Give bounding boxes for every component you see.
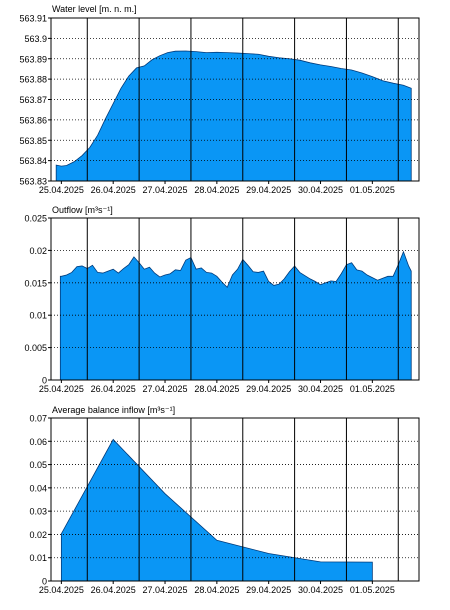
- inflow-xtick-label: 01.05.2025: [350, 585, 395, 595]
- water-level-xtick-label: 30.04.2025: [298, 185, 343, 195]
- outflow-xtick-label: 27.04.2025: [143, 384, 188, 394]
- outflow-ytick-label: 0.005: [24, 343, 47, 353]
- inflow-xtick-label: 30.04.2025: [298, 585, 343, 595]
- inflow-ytick-label: 0.01: [29, 553, 47, 563]
- outflow-xtick-label: 01.05.2025: [350, 384, 395, 394]
- water-level-xtick-label: 29.04.2025: [246, 185, 291, 195]
- outflow-xtick-label: 29.04.2025: [246, 384, 291, 394]
- outflow-xtick-label: 25.04.2025: [39, 384, 84, 394]
- outflow-ytick-label: 0: [42, 376, 47, 386]
- outflow-area: [59, 250, 412, 381]
- outflow-ytick-label: 0.025: [24, 214, 47, 224]
- water-level-ytick-label: 563.86: [19, 115, 47, 125]
- water-level-area: [55, 50, 412, 182]
- outflow-xtick-label: 30.04.2025: [298, 384, 343, 394]
- outflow-frame: [50, 217, 420, 381]
- water-level-ytick-label: 563.83: [19, 177, 47, 187]
- water-level-ytick-label: 563.88: [19, 75, 47, 85]
- outflow-title: Outflow [m³s⁻¹]: [52, 205, 113, 215]
- water-level-xtick-label: 25.04.2025: [39, 185, 84, 195]
- water-level-ytick-label: 563.89: [19, 54, 47, 64]
- water-level-xtick-label: 28.04.2025: [194, 185, 239, 195]
- inflow-area: [60, 438, 373, 582]
- water-level-ytick-label: 563.84: [19, 156, 47, 166]
- outflow-ytick-label: 0.01: [29, 311, 47, 321]
- water-level-panel: Water level [m. n. m.] 563.91 563.9 563.89…: [19, 4, 420, 195]
- water-level-xtick-label: 01.05.2025: [350, 185, 395, 195]
- water-level-ytick-label: 563.87: [19, 95, 47, 105]
- outflow-panel: Outflow [m³s⁻¹] 0.025 0.02 0.015 0.01 0.005 0…: [24, 205, 420, 394]
- water-level-ytick-label: 563.85: [19, 136, 47, 146]
- water-level-title: Water level [m. n. m.]: [52, 4, 137, 14]
- water-level-xtick-label: 26.04.2025: [91, 185, 136, 195]
- outflow-xtick-label: 28.04.2025: [194, 384, 239, 394]
- inflow-xtick-label: 29.04.2025: [246, 585, 291, 595]
- inflow-ytick-label: 0: [42, 577, 47, 587]
- inflow-xtick-label: 27.04.2025: [143, 585, 188, 595]
- water-level-ytick-label: 563.9: [24, 34, 47, 44]
- inflow-frame: [50, 417, 420, 582]
- inflow-ytick-label: 0.02: [29, 530, 47, 540]
- inflow-panel: Average balance inflow [m³s⁻¹] 0.07 0.06 0…: [29, 405, 420, 595]
- inflow-ytick-label: 0.05: [29, 460, 47, 470]
- outflow-ytick-label: 0.015: [24, 278, 47, 288]
- water-level-frame: [50, 17, 420, 182]
- inflow-ytick-label: 0.03: [29, 507, 47, 517]
- outflow-xtick-label: 26.04.2025: [91, 384, 136, 394]
- inflow-xtick-label: 26.04.2025: [91, 585, 136, 595]
- water-level-xtick-label: 27.04.2025: [143, 185, 188, 195]
- inflow-ytick-label: 0.07: [29, 414, 47, 424]
- outflow-ytick-label: 0.02: [29, 246, 47, 256]
- water-level-ytick-label: 563.91: [19, 14, 47, 24]
- inflow-ytick-label: 0.06: [29, 437, 47, 447]
- inflow-ytick-label: 0.04: [29, 483, 47, 493]
- inflow-xtick-label: 25.04.2025: [39, 585, 84, 595]
- inflow-title: Average balance inflow [m³s⁻¹]: [52, 405, 175, 415]
- inflow-xtick-label: 28.04.2025: [194, 585, 239, 595]
